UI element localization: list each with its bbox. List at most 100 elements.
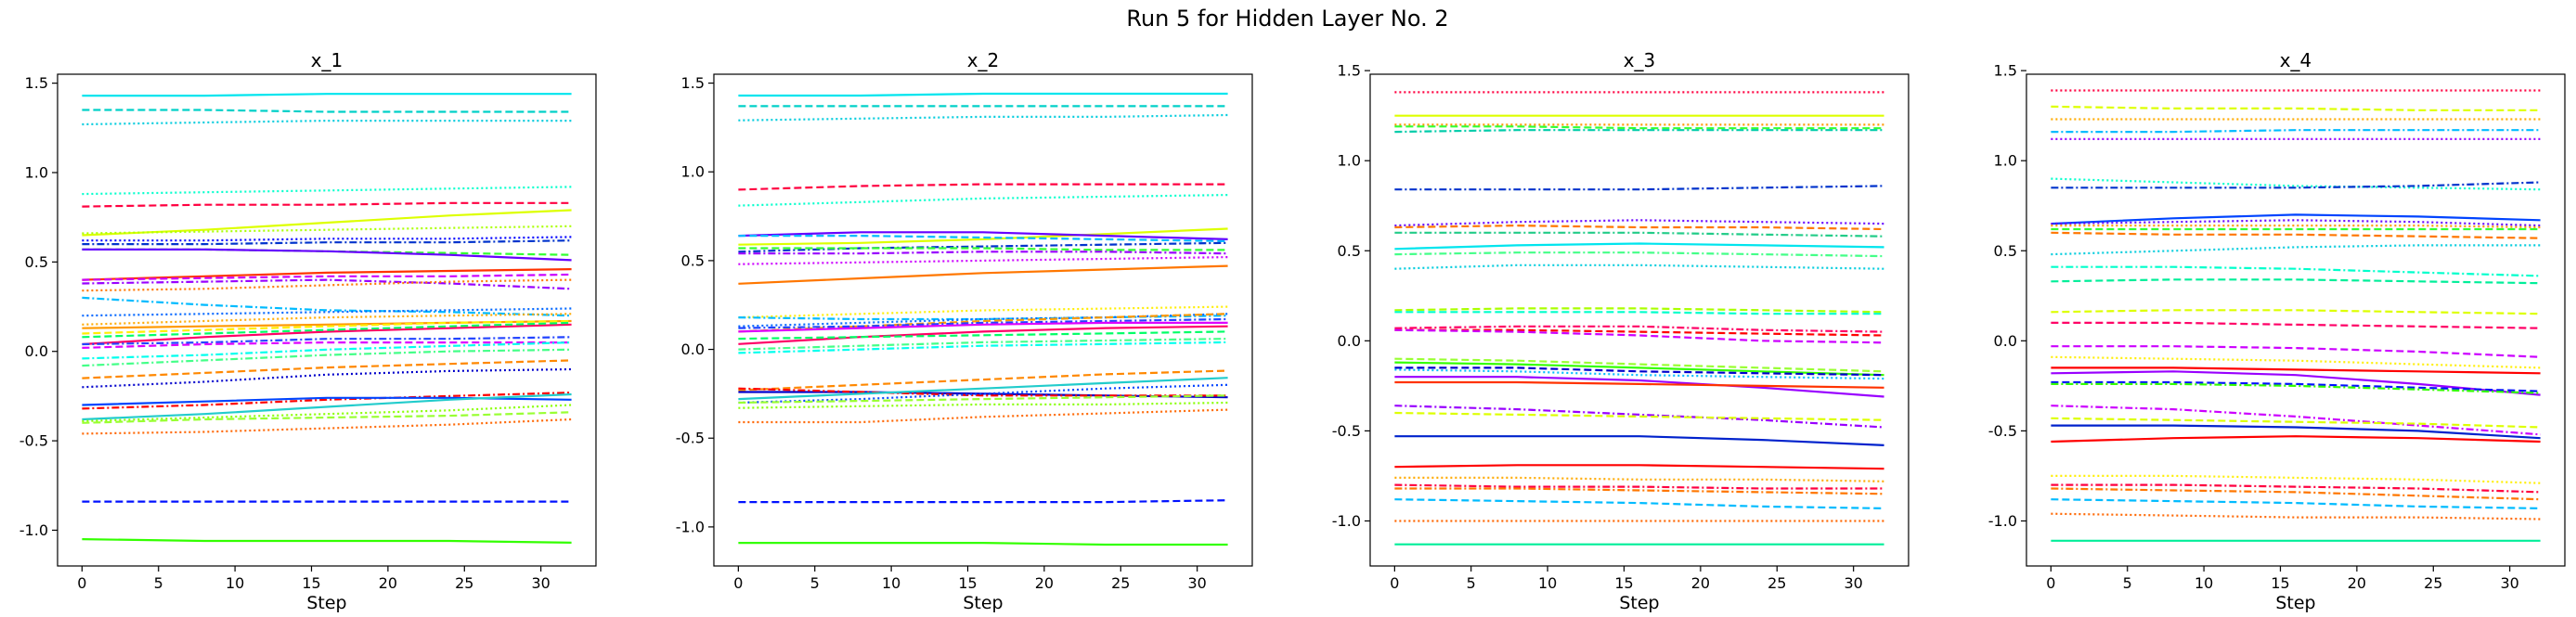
series-line-12 xyxy=(738,256,1228,265)
series-line-26 xyxy=(2051,424,2541,440)
series-line-18 xyxy=(2051,345,2541,358)
plot-frame xyxy=(713,73,1253,567)
y-tick-label: 0.0 xyxy=(1338,332,1361,350)
series-line-20 xyxy=(2051,366,2541,375)
series-line-11 xyxy=(82,248,572,262)
x-tick-label: 0 xyxy=(77,574,86,592)
series-line-21 xyxy=(82,323,572,346)
series-line-30 xyxy=(738,401,1228,409)
series-line-24 xyxy=(2051,405,2541,436)
x-axis-label: Step xyxy=(963,593,1003,613)
series-line-22 xyxy=(2051,380,2541,392)
x-tick-label: 25 xyxy=(1111,574,1130,592)
series-line-26 xyxy=(82,348,572,367)
series-line-23 xyxy=(738,341,1228,354)
series-line-27 xyxy=(1394,464,1884,470)
series-line-26 xyxy=(1394,435,1884,446)
series-line-1 xyxy=(738,92,1228,97)
x-tick-label: 20 xyxy=(1691,574,1710,592)
series-line-19 xyxy=(2051,355,2541,369)
series-line-2 xyxy=(2051,105,2541,111)
x-tick-label: 25 xyxy=(455,574,473,592)
y-tick-label: -0.5 xyxy=(1332,422,1361,440)
series-line-10 xyxy=(738,247,1228,251)
series-line-25 xyxy=(2051,417,2541,429)
series-line-4 xyxy=(1394,125,1884,130)
y-tick-label: -0.5 xyxy=(1988,422,2017,440)
series-line-19 xyxy=(1394,361,1884,377)
series-line-29 xyxy=(1394,483,1884,490)
series-line-28 xyxy=(1394,476,1884,482)
y-tick-label: -0.5 xyxy=(676,430,705,447)
series-line-17 xyxy=(738,313,1228,333)
x-tick-label: 5 xyxy=(2123,574,2132,592)
series-line-32 xyxy=(2051,512,2541,521)
series-group xyxy=(82,93,572,544)
x-axis-label: Step xyxy=(1619,593,1659,613)
chart-panel-3: x_3 0 5 10 15 20 25 30 -1.0 -0.5 0.0 0.5 1.0 1.5 Step xyxy=(1332,49,1909,613)
series-line-5 xyxy=(82,201,572,208)
panel-title: x_2 xyxy=(967,49,1000,71)
chart-panel-2: x_2 0 5 10 15 20 25 30 -1.0 -0.5 0.0 0.5 1.0 1.5 Step xyxy=(676,49,1253,613)
chart-panel-1: x_1 0 5 10 15 20 25 30 -1.0 -0.5 0.0 0.5 1.0 1.5 Step xyxy=(19,49,597,613)
x-tick-label: 5 xyxy=(1467,574,1476,592)
series-line-24 xyxy=(82,341,572,349)
series-line-32 xyxy=(738,499,1228,504)
y-tick-label: 0.0 xyxy=(25,342,48,360)
series-line-12 xyxy=(2051,231,2541,239)
series-line-6 xyxy=(82,209,572,237)
y-tick-label: -1.0 xyxy=(1332,512,1361,530)
x-tick-label: 0 xyxy=(2046,574,2055,592)
y-tick-label: 1.0 xyxy=(1994,152,2017,170)
series-line-3 xyxy=(738,113,1228,122)
series-line-27 xyxy=(738,377,1228,401)
series-line-15 xyxy=(2051,278,2541,285)
series-line-5 xyxy=(1394,129,1884,134)
series-line-4 xyxy=(82,186,572,196)
series-line-3 xyxy=(82,120,572,126)
series-line-9 xyxy=(1394,231,1884,238)
series-line-10 xyxy=(2051,225,2541,229)
series-line-20 xyxy=(1394,366,1884,377)
x-tick-label: 15 xyxy=(302,574,320,592)
series-line-11 xyxy=(738,251,1228,255)
series-line-10 xyxy=(1394,242,1884,251)
y-tick-label: 1.0 xyxy=(25,164,48,182)
series-line-4 xyxy=(2051,129,2541,134)
series-line-22 xyxy=(1394,376,1884,398)
series-group xyxy=(738,92,1228,546)
series-line-19 xyxy=(738,321,1228,333)
series-line-16 xyxy=(1394,328,1884,337)
series-line-27 xyxy=(82,359,572,379)
series-line-8 xyxy=(738,235,1228,242)
series-line-28 xyxy=(2051,474,2541,484)
y-tick-label: 1.5 xyxy=(1338,62,1361,80)
series-line-7 xyxy=(738,231,1228,240)
series-line-29 xyxy=(82,392,572,410)
series-line-7 xyxy=(2051,181,2541,189)
x-tick-label: 25 xyxy=(1767,574,1786,592)
x-tick-label: 10 xyxy=(226,574,244,592)
series-line-25 xyxy=(82,341,572,360)
series-line-8 xyxy=(1394,224,1884,231)
series-line-11 xyxy=(1394,251,1884,258)
series-line-16 xyxy=(2051,309,2541,315)
y-tick-label: 1.0 xyxy=(1338,152,1361,170)
plot-frame xyxy=(1369,73,1909,567)
series-line-14 xyxy=(1394,311,1884,315)
x-tick-label: 10 xyxy=(1538,574,1557,592)
y-tick-label: 1.0 xyxy=(681,163,705,181)
series-line-9 xyxy=(82,239,572,246)
y-tick-label: 0.0 xyxy=(1994,332,2017,350)
y-tick-label: 0.5 xyxy=(1994,242,2017,260)
y-tick-label: 0.0 xyxy=(681,341,705,358)
series-group xyxy=(1394,91,1884,546)
figure-title: Run 5 for Hidden Layer No. 2 xyxy=(1126,6,1448,32)
series-line-8 xyxy=(82,236,572,242)
series-line-31 xyxy=(2051,498,2541,509)
y-tick-label: 0.5 xyxy=(1338,242,1361,260)
series-line-17 xyxy=(1394,328,1884,344)
series-line-31 xyxy=(738,408,1228,424)
series-line-20 xyxy=(738,325,1228,345)
